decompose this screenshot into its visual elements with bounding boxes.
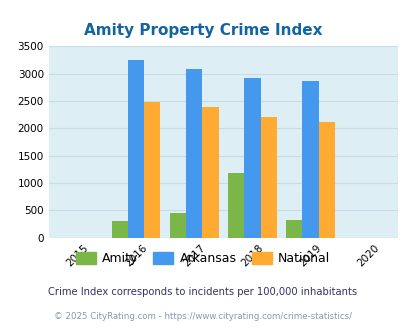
Bar <box>302 81 318 238</box>
Bar <box>185 69 202 238</box>
Bar <box>286 220 302 238</box>
Text: Amity Property Crime Index: Amity Property Crime Index <box>83 23 322 38</box>
Legend: Amity, Arkansas, National: Amity, Arkansas, National <box>70 247 335 270</box>
Bar <box>202 108 218 238</box>
Bar <box>227 173 244 238</box>
Bar <box>318 122 334 238</box>
Bar <box>169 213 185 238</box>
Bar <box>111 221 128 238</box>
Text: Crime Index corresponds to incidents per 100,000 inhabitants: Crime Index corresponds to incidents per… <box>48 287 357 297</box>
Bar <box>260 117 276 238</box>
Bar <box>128 60 144 238</box>
Bar <box>244 78 260 238</box>
Bar <box>144 102 160 238</box>
Text: © 2025 CityRating.com - https://www.cityrating.com/crime-statistics/: © 2025 CityRating.com - https://www.city… <box>54 312 351 321</box>
